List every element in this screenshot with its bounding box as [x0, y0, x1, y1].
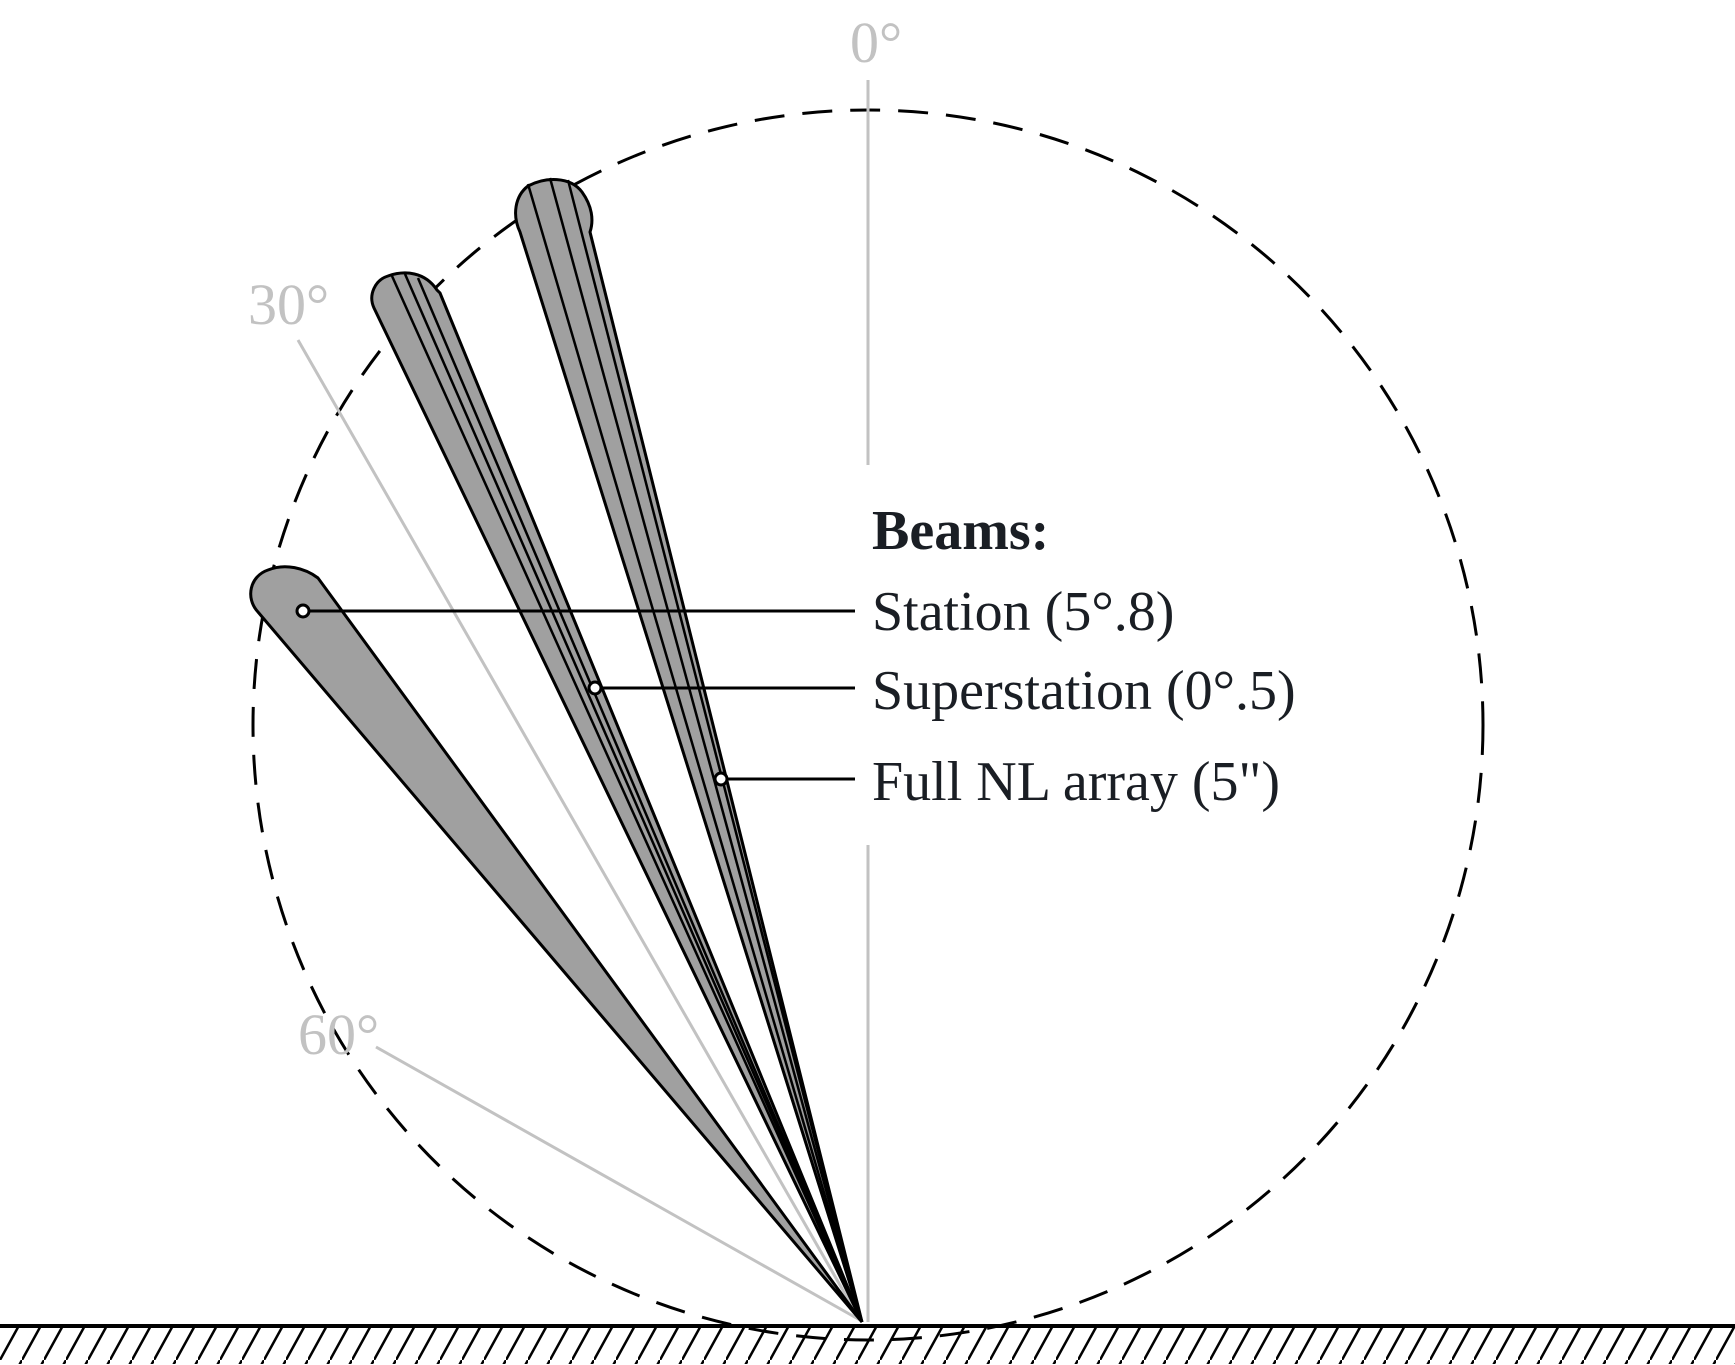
full-array-beam: [516, 180, 862, 1322]
legend-title: Beams:: [872, 500, 1049, 562]
sixty-degree-label: 60°: [298, 1002, 379, 1067]
ground-hatching: [0, 1326, 1735, 1364]
legend-superstation: Superstation (0°.5): [872, 660, 1296, 722]
zero-degree-label: 0°: [850, 10, 902, 75]
legend-full-array: Full NL array (5"): [872, 751, 1280, 813]
legend-station: Station (5°.8): [872, 581, 1174, 643]
station-marker: [297, 605, 309, 617]
superstation-marker: [589, 682, 601, 694]
thirty-degree-label: 30°: [248, 272, 329, 337]
thirty-degree-guide: [298, 340, 860, 1320]
full-array-marker: [715, 773, 727, 785]
full-array-beam-line: [528, 184, 862, 1322]
